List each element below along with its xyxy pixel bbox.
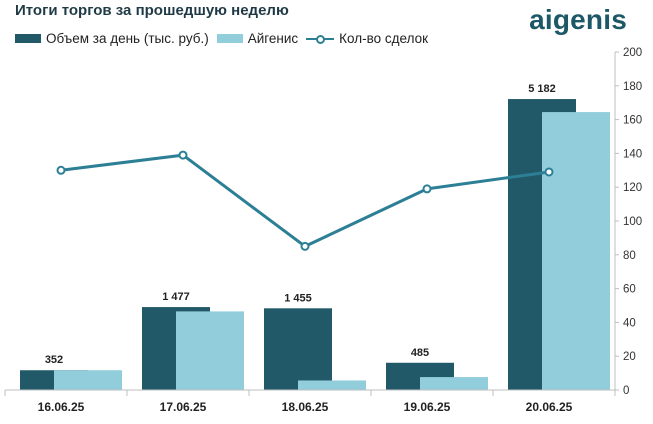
axis-layer: 16.06.25 17.06.25 18.06.25 19.06.25 20.06.25… (4, 47, 642, 414)
bar-aigenis (542, 112, 610, 390)
right-axis-tick-label: 140 (623, 148, 642, 160)
bar-aigenis (176, 311, 244, 390)
category-label: 17.06.25 (160, 400, 207, 414)
category-label: 20.06.25 (526, 400, 573, 414)
right-axis-tick-label: 120 (623, 182, 642, 194)
chart-title: Итоги торгов за прошедшую неделю (15, 2, 289, 19)
deals-point (178, 150, 188, 160)
right-axis-tick-label: 160 (623, 115, 642, 127)
right-axis-tick-label: 180 (623, 81, 642, 93)
bar-volume (264, 308, 332, 390)
brand-logo: aigenis (529, 4, 627, 35)
right-axis-tick-label: 0 (623, 385, 629, 397)
deals-point (544, 167, 554, 177)
deals-point (300, 241, 310, 251)
category-label: 18.06.25 (282, 400, 329, 414)
legend-swatch-aigenis (216, 34, 243, 43)
bar-value-label: 1 477 (162, 291, 190, 303)
right-axis-tick-label: 40 (623, 317, 636, 329)
right-axis-tick-label: 20 (623, 351, 636, 363)
deals-point (422, 184, 432, 194)
bar-aigenis (298, 380, 366, 390)
right-axis-tick-label: 100 (623, 216, 642, 228)
bars-layer: 352 1 477 1 455 485 5 182 (20, 83, 610, 390)
line-layer (56, 150, 554, 251)
category-label: 19.06.25 (404, 400, 451, 414)
legend-label-volume: Объем за день (тыс. руб.) (46, 31, 209, 46)
legend-swatch-deals (306, 34, 335, 44)
bar-value-label: 352 (45, 354, 63, 366)
legend-item-aigenis: Айгенис (216, 31, 299, 46)
right-axis-tick-label: 60 (623, 284, 636, 296)
legend-item-volume: Объем за день (тыс. руб.) (15, 31, 209, 46)
bar-aigenis (54, 370, 122, 390)
bar-value-label: 5 182 (528, 83, 556, 95)
deals-series-line (60, 153, 550, 248)
legend-swatch-volume (15, 34, 41, 43)
bar-aigenis (420, 377, 488, 390)
legend-label-aigenis: Айгенис (247, 31, 299, 46)
category-label: 16.06.25 (38, 400, 85, 414)
bar-value-label: 1 455 (284, 292, 312, 304)
right-axis-tick-label: 80 (623, 250, 636, 262)
legend-item-deals: Кол-во сделок (306, 31, 428, 46)
bar-value-label: 485 (411, 347, 429, 359)
chart-legend: Объем за день (тыс. руб.) Айгенис Кол-во… (15, 31, 428, 46)
right-axis-tick-label: 200 (623, 47, 642, 59)
deals-point (56, 165, 66, 175)
legend-label-deals: Кол-во сделок (339, 31, 429, 46)
